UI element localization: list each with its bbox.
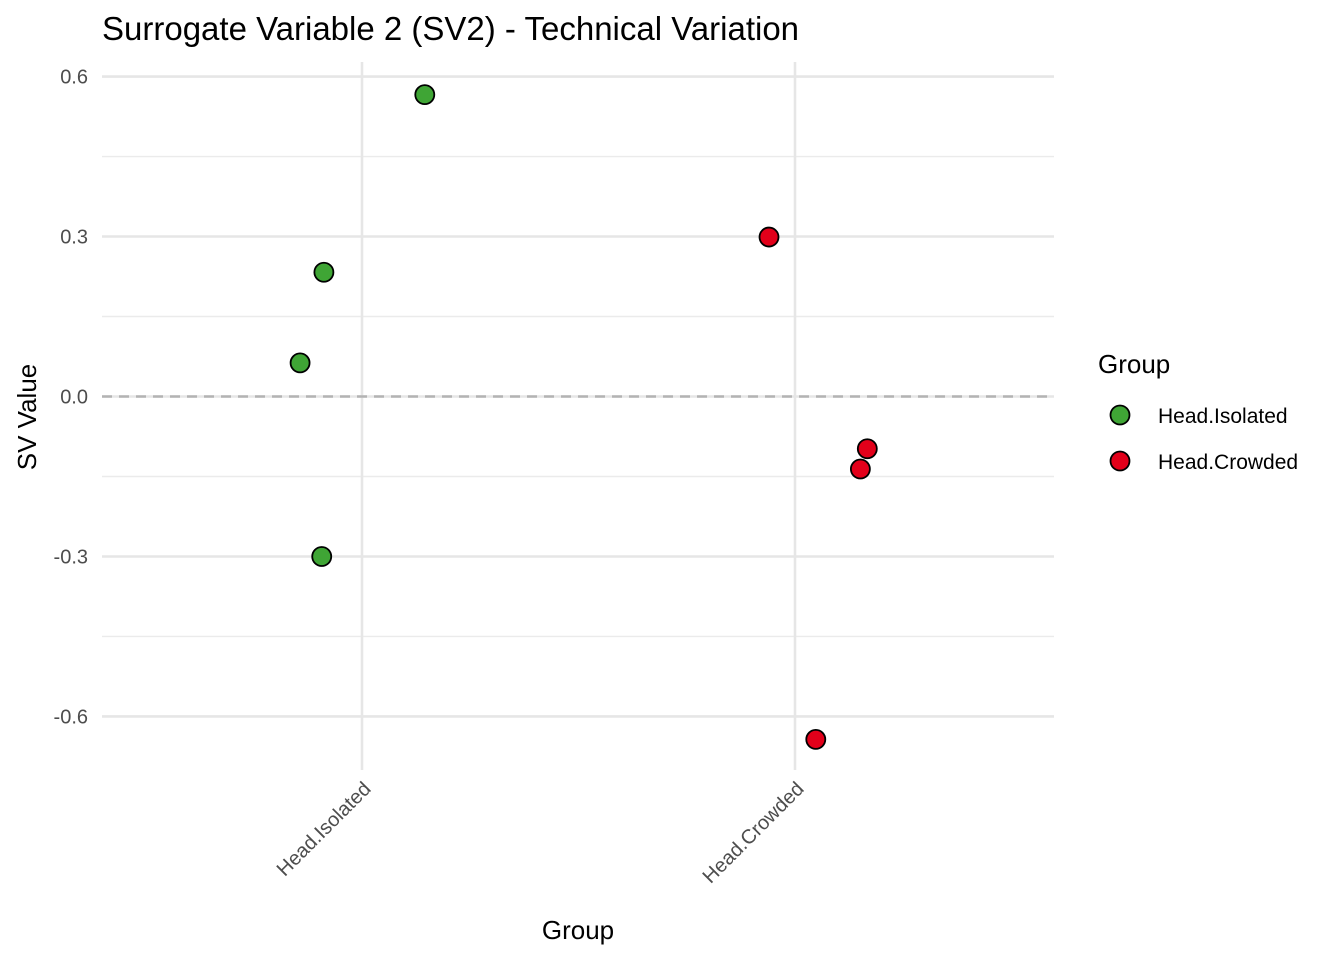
legend-key <box>1109 404 1131 426</box>
legend-title: Group <box>1098 349 1170 379</box>
x-axis-ticks: Head.Isolated Head.Crowded <box>273 778 809 888</box>
y-tick-label: 0.3 <box>60 227 88 249</box>
data-point <box>758 226 780 248</box>
gridlines <box>102 62 1054 770</box>
x-axis-title: Group <box>542 915 614 945</box>
data-point <box>856 438 878 460</box>
y-tick-label: 0.0 <box>60 387 88 409</box>
data-point <box>414 84 436 106</box>
data-point <box>311 546 333 567</box>
y-tick-label: -0.3 <box>54 546 88 568</box>
legend: Group Head.Isolated Head.Crowded <box>1098 349 1298 474</box>
legend-label: Head.Crowded <box>1158 451 1298 474</box>
y-tick-label: 0.6 <box>60 67 88 89</box>
y-tick-label: -0.6 <box>54 706 88 728</box>
y-axis-ticks: 0.6 0.3 0.0 -0.3 -0.6 <box>54 67 88 729</box>
data-point <box>289 352 311 374</box>
chart-title: Surrogate Variable 2 (SV2) - Technical V… <box>102 10 799 47</box>
legend-label: Head.Isolated <box>1158 405 1288 428</box>
data-point <box>313 261 335 283</box>
data-points <box>289 84 878 750</box>
legend-key <box>1109 450 1131 472</box>
x-tick-label: Head.Isolated <box>273 778 376 881</box>
legend-entries: Head.Isolated Head.Crowded <box>1109 404 1298 474</box>
data-point <box>849 458 871 480</box>
y-axis-title: SV Value <box>12 364 42 470</box>
data-point <box>805 729 827 750</box>
x-tick-label: Head.Crowded <box>699 778 809 888</box>
